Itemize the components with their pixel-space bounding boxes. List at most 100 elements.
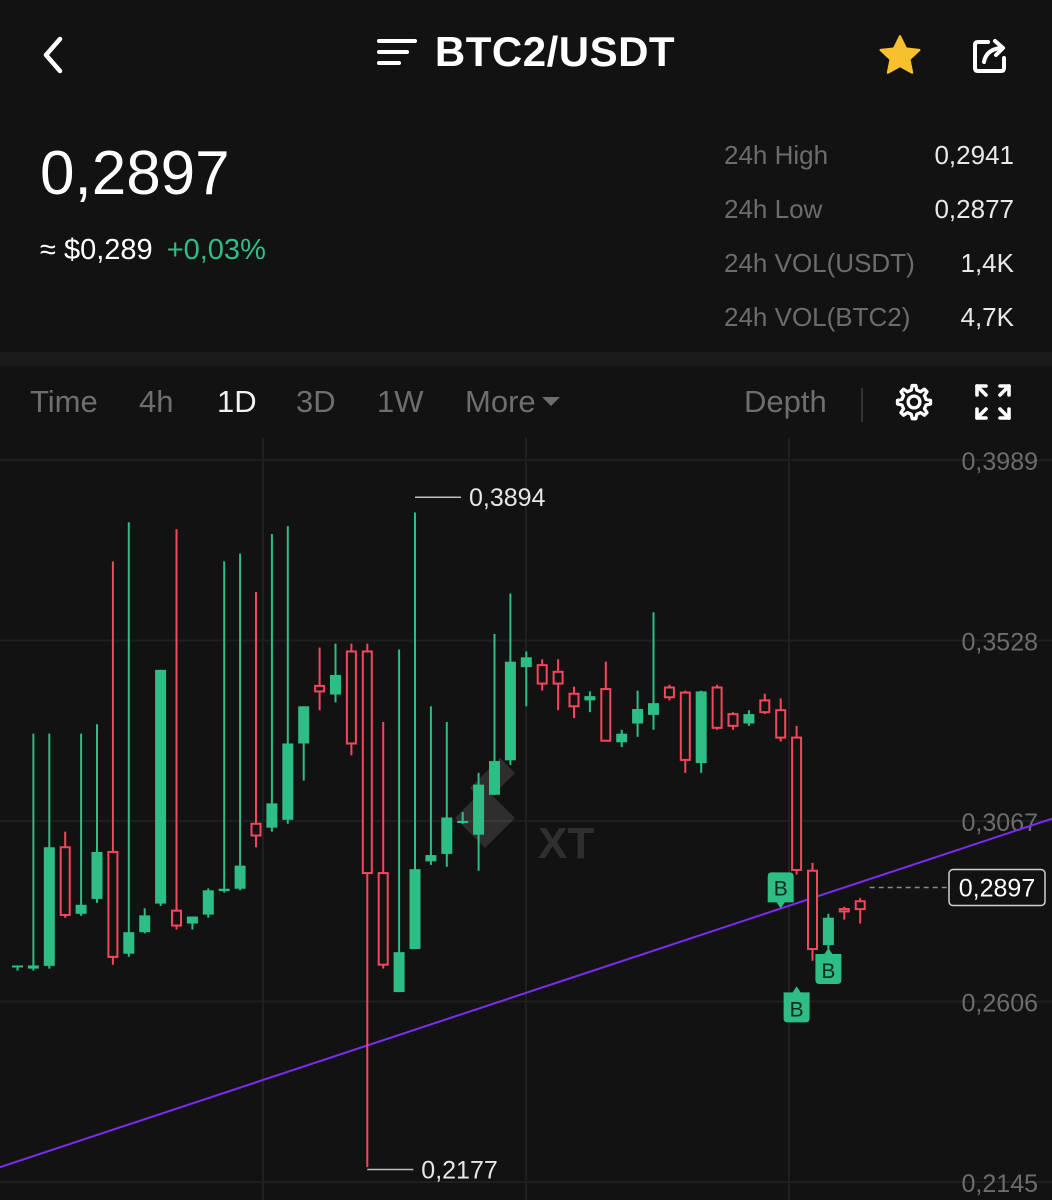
stat-label: 24h VOL(USDT): [724, 247, 915, 278]
stat-24h-low: 24h Low 0,2877: [724, 182, 1014, 236]
candle-body-up: [218, 888, 230, 892]
candle-body-down: [536, 664, 548, 685]
pair-selector[interactable]: BTC2/USDT: [0, 22, 1052, 82]
candle-body-down: [600, 688, 612, 742]
min-price-label: 0,2177: [421, 1156, 497, 1184]
tab-depth[interactable]: Depth: [744, 384, 827, 419]
stat-24h-vol-usdt: 24h VOL(USDT) 1,4K: [724, 236, 1014, 290]
tab-4h[interactable]: 4h: [139, 384, 174, 419]
stat-value: 4,7K: [960, 301, 1015, 332]
tab-3d[interactable]: 3D: [296, 384, 336, 419]
trendline: [0, 817, 1052, 1169]
candle-body-down: [377, 872, 389, 966]
candle-body-up: [123, 932, 135, 954]
candle-body-up: [648, 703, 659, 715]
candle-body-down: [568, 692, 580, 708]
watermark-text: XT: [538, 819, 594, 868]
candlestick-chart[interactable]: 0,3989 0,3528 0,3067 0,2606 0,2145 XT 0,3894 0,…: [0, 438, 1052, 1200]
candle-body-down: [679, 691, 691, 761]
toolbar-separator: [861, 388, 863, 422]
candle-body-down: [854, 900, 866, 911]
candle-body-up: [409, 869, 421, 950]
favorite-button[interactable]: [872, 28, 928, 84]
y-axis-tick-label: 0,2145: [962, 1170, 1038, 1198]
share-button[interactable]: [962, 28, 1018, 84]
ticker-stats: 24h High 0,2941 24h Low 0,2877 24h VOL(U…: [724, 128, 1014, 344]
candle-body-up: [473, 784, 485, 835]
back-chevron-icon: [43, 36, 63, 74]
back-button[interactable]: [28, 30, 78, 80]
stat-value: 0,2941: [934, 139, 1014, 170]
candle-body-up: [520, 657, 532, 668]
stat-label: 24h Low: [724, 193, 823, 224]
candle-body-down: [711, 686, 723, 729]
last-price: 0,2897: [40, 139, 230, 208]
y-axis-tick-label: 0,3528: [962, 629, 1038, 657]
fullscreen-button[interactable]: [968, 378, 1018, 426]
y-axis-tick-label: 0,3989: [962, 448, 1038, 476]
candle-body-down: [59, 846, 71, 916]
pair-title: BTC2/USDT: [434, 28, 676, 75]
candle-body-down: [838, 908, 850, 913]
stat-label: 24h VOL(BTC2): [724, 301, 911, 332]
candle-body-up: [330, 674, 341, 695]
candle-body-up: [12, 965, 23, 968]
buy-marker-label: B: [790, 998, 804, 1021]
candle-body-down: [791, 736, 803, 871]
current-price-label: 0,2897: [959, 875, 1035, 903]
candle-body-up: [27, 965, 39, 969]
y-axis-tick-label: 0,3067: [962, 809, 1038, 837]
candle-body-up: [202, 890, 214, 915]
candle-body-down: [107, 850, 119, 958]
candle-body-down: [552, 670, 564, 685]
max-price-label: 0,3894: [469, 484, 546, 512]
candle-body-down: [759, 699, 771, 714]
candle-body-up: [441, 817, 453, 854]
stat-24h-high: 24h High 0,2941: [724, 128, 1014, 182]
star-icon: [879, 35, 921, 74]
caret-down-icon: [541, 397, 560, 407]
candle-body-up: [504, 661, 516, 761]
stat-label: 24h High: [724, 139, 829, 170]
buy-marker: [783, 986, 810, 1023]
buy-marker: [767, 872, 794, 909]
candle-body-up: [75, 904, 87, 914]
y-axis-tick-label: 0,2606: [962, 990, 1038, 1018]
tab-time[interactable]: Time: [30, 384, 98, 419]
candle-body-up: [282, 743, 294, 820]
candle-body-down: [361, 650, 373, 875]
chart-toolbar: Time 4h 1D 3D 1W More Depth: [0, 366, 1052, 438]
section-divider: [0, 352, 1052, 366]
candle-body-up: [425, 855, 437, 862]
share-icon: [973, 39, 1006, 73]
tab-more[interactable]: More: [465, 366, 560, 438]
candle-body-down: [345, 650, 357, 745]
candle-body-up: [91, 851, 103, 899]
buy-marker-label: B: [821, 960, 835, 983]
candle-body-up: [139, 915, 151, 933]
candle-body-up: [43, 847, 55, 966]
candle-body-up: [298, 706, 310, 744]
candle-body-up: [266, 803, 278, 828]
candle-body-down: [775, 709, 787, 739]
candle-body-down: [250, 822, 262, 837]
tab-1d[interactable]: 1D: [217, 384, 257, 419]
stat-value: 0,2877: [934, 193, 1014, 224]
candle-body-up: [695, 691, 707, 764]
stat-value: 1,4K: [960, 247, 1015, 278]
buy-marker-label: B: [774, 877, 788, 900]
pair-list-icon: [376, 39, 417, 65]
xt-watermark-logo: [455, 758, 515, 848]
candle-body-down: [314, 684, 326, 693]
candle-body-up: [632, 709, 644, 724]
more-label: More: [465, 384, 536, 419]
candle-body-down: [807, 869, 818, 951]
candle-body-up: [489, 761, 500, 795]
candle-body-up: [393, 952, 405, 993]
candle-body-up: [616, 733, 628, 743]
chart-settings-button[interactable]: [886, 378, 942, 426]
fullscreen-icon: [975, 384, 1011, 420]
tab-1w[interactable]: 1W: [377, 384, 424, 419]
candle-body-down: [727, 713, 739, 727]
candle-body-up: [584, 696, 596, 701]
